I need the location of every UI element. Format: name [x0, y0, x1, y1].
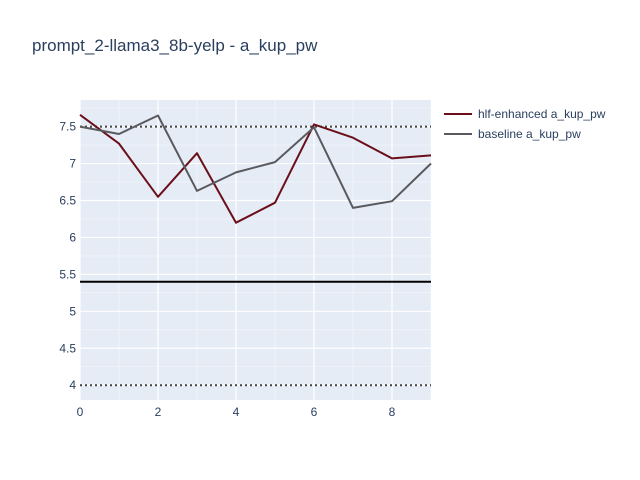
legend-entry: baseline a_kup_pw [478, 127, 581, 141]
series-line-hlf-enhanced [79, 113, 432, 224]
chart-title: prompt_2-llama3_8b-yelp - a_kup_pw [32, 36, 318, 55]
plot-background [80, 100, 431, 400]
x-tick-label: 6 [311, 405, 318, 419]
y-tick-label: 5.5 [59, 267, 76, 281]
legend: hlf-enhanced a_kup_pw baseline a_kup_pw [444, 107, 606, 141]
y-tick-label: 4.5 [59, 341, 76, 355]
y-tick-label: 7 [69, 157, 76, 171]
y-tick-label: 6.5 [59, 193, 76, 207]
y-tick-label: 6 [69, 230, 76, 244]
x-tick-label: 0 [77, 405, 84, 419]
y-tick-label: 4 [69, 378, 76, 392]
x-tick-label: 4 [233, 405, 240, 419]
legend-entry: hlf-enhanced a_kup_pw [478, 107, 606, 121]
y-tick-label: 5 [69, 304, 76, 318]
x-tick-label: 8 [389, 405, 396, 419]
plot-area: 0 2 4 6 8 4 4.5 5 5.5 6 6.5 7 7.5 [59, 100, 432, 419]
x-tick-label: 2 [155, 405, 162, 419]
series-line-baseline [79, 114, 432, 209]
y-tick-label: 7.5 [59, 120, 76, 134]
